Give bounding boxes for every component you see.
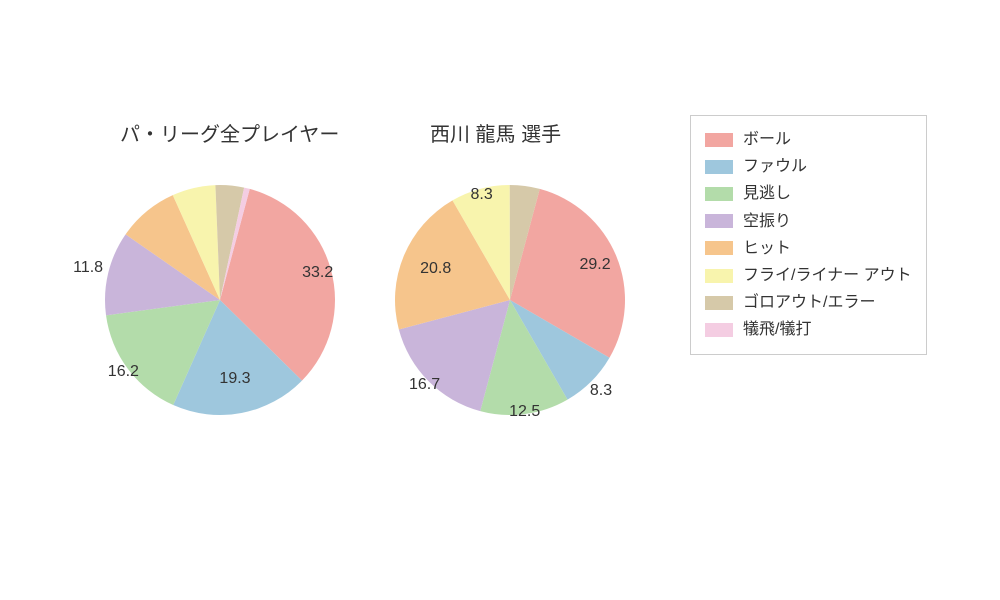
legend-item-flyout: フライ/ライナー アウト	[705, 262, 912, 289]
legend-label-sac: 犠飛/犠打	[743, 316, 811, 343]
legend-swatch-foul	[705, 160, 733, 174]
pie-league	[103, 183, 337, 417]
chart-title-league: パ・リーグ全プレイヤー	[120, 118, 339, 147]
chart-stage: パ・リーグ全プレイヤー33.219.316.211.8西川 龍馬 選手29.28…	[0, 0, 1000, 600]
chart-title-player: 西川 龍馬 選手	[430, 118, 561, 147]
legend-item-hit: ヒット	[705, 235, 912, 262]
legend-label-foul: ファウル	[743, 153, 807, 180]
legend-item-groundout: ゴロアウト/エラー	[705, 289, 912, 316]
legend-label-hit: ヒット	[743, 235, 791, 262]
legend-swatch-look	[705, 187, 733, 201]
legend-label-groundout: ゴロアウト/エラー	[743, 289, 875, 316]
legend-swatch-ball	[705, 133, 733, 147]
legend-item-look: 見逃し	[705, 180, 912, 207]
legend-item-sac: 犠飛/犠打	[705, 316, 912, 343]
legend-item-foul: ファウル	[705, 153, 912, 180]
legend-swatch-flyout	[705, 269, 733, 283]
legend-label-swing: 空振り	[743, 208, 791, 235]
legend: ボールファウル見逃し空振りヒットフライ/ライナー アウトゴロアウト/エラー犠飛/…	[690, 115, 927, 355]
pie-player	[393, 183, 627, 417]
legend-swatch-swing	[705, 214, 733, 228]
legend-item-swing: 空振り	[705, 208, 912, 235]
legend-label-look: 見逃し	[743, 180, 791, 207]
legend-swatch-hit	[705, 241, 733, 255]
legend-label-ball: ボール	[743, 126, 791, 153]
pie-label-league-swing: 11.8	[73, 259, 103, 277]
legend-swatch-sac	[705, 323, 733, 337]
legend-swatch-groundout	[705, 296, 733, 310]
legend-label-flyout: フライ/ライナー アウト	[743, 262, 912, 289]
legend-item-ball: ボール	[705, 126, 912, 153]
